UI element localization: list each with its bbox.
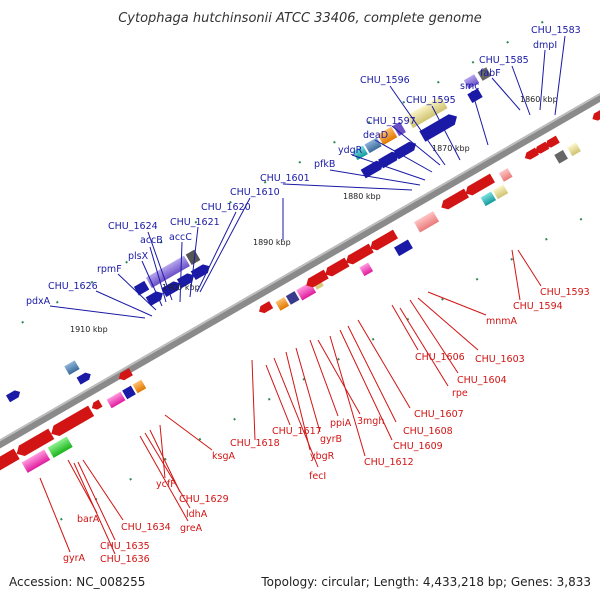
genome-summary-text: Topology: circular; Length: 4,433,218 bp… — [260, 575, 591, 589]
gene-label[interactable]: CHU_1606 — [415, 352, 465, 363]
bottom-gene-labels: CHU_1593 CHU_1594 mnmA CHU_1603 CHU_1606… — [63, 287, 590, 565]
gene-label[interactable]: CHU_1621 — [170, 217, 220, 228]
gene-label[interactable]: ydgR — [338, 145, 363, 156]
gene-label[interactable]: CHU_1593 — [540, 287, 590, 298]
gene-label[interactable]: pdxA — [26, 296, 51, 307]
gene-label[interactable]: CHU_1618 — [230, 438, 280, 449]
bottom-leader-lines — [39, 249, 542, 555]
gene-label[interactable]: CHU_1624 — [108, 221, 158, 232]
gene-label[interactable]: gyrA — [63, 553, 86, 564]
gene-label[interactable]: accC — [169, 232, 192, 243]
genome-track — [0, 11, 600, 521]
gene-label[interactable]: CHU_1607 — [414, 409, 464, 420]
gene-label[interactable]: ksgA — [212, 451, 235, 462]
gene-label[interactable]: CHU_1634 — [121, 522, 171, 533]
kbp-label: 1890 kbp — [253, 238, 291, 247]
gene-label[interactable]: mnmA — [486, 316, 518, 327]
gene-label[interactable]: CHU_1603 — [475, 354, 525, 365]
gene-label[interactable]: smc — [460, 81, 479, 92]
gene-label[interactable]: CHU_1585 — [479, 55, 529, 66]
gene-label[interactable]: CHU_1620 — [201, 202, 251, 213]
gene-label[interactable]: ybgR — [310, 451, 335, 462]
gene-label[interactable]: CHU_1594 — [513, 301, 563, 312]
gene-label[interactable]: CHU_1583 — [531, 25, 581, 36]
kbp-label: 1860 kbp — [520, 95, 558, 104]
gene-label[interactable]: barA — [77, 514, 100, 525]
chromosome-backbone — [0, 80, 600, 458]
gene-label[interactable]: greA — [180, 523, 203, 534]
gene-label[interactable]: CHU_1610 — [230, 187, 280, 198]
gene-label[interactable]: ycfF — [156, 479, 176, 490]
kbp-label: 1870 kbp — [432, 144, 470, 153]
gene-label[interactable]: rpe — [452, 388, 468, 399]
gene-label[interactable]: CHU_1609 — [393, 441, 443, 452]
kbp-label: 1880 kbp — [343, 192, 381, 201]
accession-text: Accession: NC_008255 — [9, 575, 145, 589]
top-strand-genes — [5, 67, 492, 403]
gene-label[interactable]: CHU_1601 — [260, 173, 310, 184]
bottom-strand-genes — [0, 108, 600, 475]
gene-label[interactable]: CHU_1635 — [100, 541, 150, 552]
gene-label[interactable]: deaD — [363, 130, 388, 141]
gene-label[interactable]: rpmF — [97, 264, 122, 275]
gene-label[interactable]: fabF — [480, 68, 501, 79]
top-gene-labels: CHU_1583 dmpI CHU_1585 fabF smc CHU_1595… — [26, 25, 581, 307]
map-title: Cytophaga hutchinsonii ATCC 33406, compl… — [118, 11, 482, 26]
gene-label[interactable]: CHU_1604 — [457, 375, 507, 386]
gene-label[interactable]: pfkB — [314, 159, 335, 170]
gene-label[interactable]: gyrB — [320, 434, 342, 445]
gene-label[interactable]: plsX — [128, 251, 149, 262]
gene-label[interactable]: CHU_1629 — [179, 494, 229, 505]
gene-label[interactable]: CHU_1636 — [100, 554, 150, 565]
gene-label[interactable]: CHU_1626 — [48, 281, 98, 292]
gene-label[interactable]: CHU_1596 — [360, 75, 410, 86]
gene-label[interactable]: fecI — [309, 471, 326, 482]
gene-label[interactable]: ldhA — [186, 509, 208, 520]
top-leader-lines — [49, 35, 566, 319]
kbp-label: 1910 kbp — [70, 325, 108, 334]
gene-label[interactable]: CHU_1608 — [403, 426, 453, 437]
gene-label[interactable]: CHU_1612 — [364, 457, 414, 468]
gene-label[interactable]: dmpI — [533, 40, 557, 51]
gene-label[interactable]: 3mgh — [357, 416, 384, 427]
gene-label[interactable]: CHU_1617 — [272, 426, 322, 437]
gene-label[interactable]: CHU_1597 — [366, 116, 416, 127]
gene-label[interactable]: ppiA — [330, 418, 352, 429]
gene-label[interactable]: accB — [140, 235, 163, 246]
gene-label[interactable]: CHU_1595 — [406, 95, 456, 106]
